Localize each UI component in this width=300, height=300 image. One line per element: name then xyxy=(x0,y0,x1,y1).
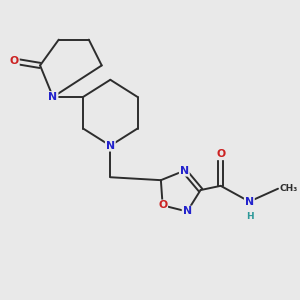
Text: CH₃: CH₃ xyxy=(279,184,298,193)
Text: H: H xyxy=(246,212,254,221)
Text: N: N xyxy=(106,141,115,151)
Text: N: N xyxy=(48,92,58,102)
Text: O: O xyxy=(10,56,19,66)
Text: N: N xyxy=(245,196,254,207)
Text: N: N xyxy=(180,166,189,176)
Text: N: N xyxy=(183,206,192,217)
Text: O: O xyxy=(158,200,167,210)
Text: O: O xyxy=(216,149,225,159)
